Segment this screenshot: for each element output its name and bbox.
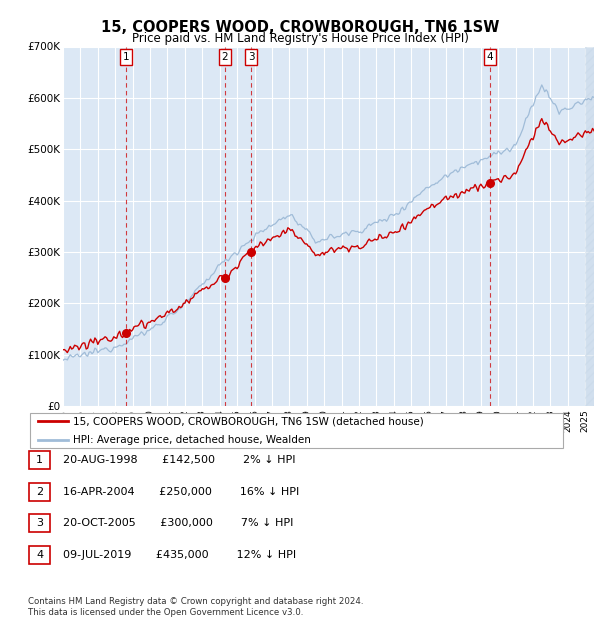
Text: 2: 2	[221, 52, 228, 62]
Text: Contains HM Land Registry data © Crown copyright and database right 2024.
This d: Contains HM Land Registry data © Crown c…	[28, 598, 364, 617]
FancyBboxPatch shape	[29, 483, 50, 500]
Text: Price paid vs. HM Land Registry's House Price Index (HPI): Price paid vs. HM Land Registry's House …	[131, 32, 469, 45]
Text: 4: 4	[36, 550, 43, 560]
Text: 2: 2	[36, 487, 43, 497]
Text: 1: 1	[123, 52, 130, 62]
FancyBboxPatch shape	[29, 546, 50, 564]
Text: 16-APR-2004       £250,000        16% ↓ HPI: 16-APR-2004 £250,000 16% ↓ HPI	[63, 487, 299, 497]
FancyBboxPatch shape	[29, 451, 50, 469]
Text: 3: 3	[248, 52, 254, 62]
Text: 15, COOPERS WOOD, CROWBOROUGH, TN6 1SW (detached house): 15, COOPERS WOOD, CROWBOROUGH, TN6 1SW (…	[73, 417, 424, 427]
Text: 09-JUL-2019       £435,000        12% ↓ HPI: 09-JUL-2019 £435,000 12% ↓ HPI	[63, 550, 296, 560]
Text: 15, COOPERS WOOD, CROWBOROUGH, TN6 1SW: 15, COOPERS WOOD, CROWBOROUGH, TN6 1SW	[101, 20, 499, 35]
Text: 20-AUG-1998       £142,500        2% ↓ HPI: 20-AUG-1998 £142,500 2% ↓ HPI	[63, 455, 296, 465]
Text: 20-OCT-2005       £300,000        7% ↓ HPI: 20-OCT-2005 £300,000 7% ↓ HPI	[63, 518, 293, 528]
Text: 1: 1	[36, 455, 43, 465]
Text: 4: 4	[487, 52, 493, 62]
FancyBboxPatch shape	[29, 515, 50, 532]
FancyBboxPatch shape	[30, 412, 563, 448]
Text: 3: 3	[36, 518, 43, 528]
Text: HPI: Average price, detached house, Wealden: HPI: Average price, detached house, Weal…	[73, 435, 311, 445]
